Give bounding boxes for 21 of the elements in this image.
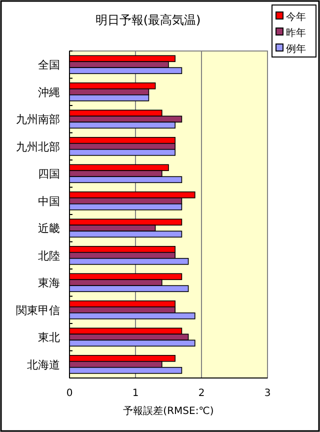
legend-label: 昨年 <box>286 27 306 39</box>
y-tick-label: 沖縄 <box>38 86 60 99</box>
y-tick-label: 四国 <box>38 168 60 181</box>
x-tick-label: 1 <box>132 388 139 399</box>
legend-label: 今年 <box>286 11 306 23</box>
y-tick-label: 東北 <box>38 331 60 344</box>
y-tick-label: 全国 <box>38 58 60 72</box>
x-axis-title: 予報誤差(RMSE:℃) <box>123 405 214 417</box>
x-tick-label: 0 <box>66 388 73 399</box>
y-tick-label: 北海道 <box>27 358 60 372</box>
y-tick-label: 九州北部 <box>16 140 60 154</box>
chart-title: 明日予報(最高気温) <box>95 13 201 27</box>
y-tick-label: 中国 <box>38 194 60 208</box>
y-tick-label: 北陸 <box>38 249 60 262</box>
x-tick-label: 3 <box>264 388 271 399</box>
x-tick-label: 2 <box>198 388 205 399</box>
legend-label: 例年 <box>286 43 306 55</box>
y-tick-label: 近畿 <box>38 222 60 236</box>
y-tick-label: 九州南部 <box>16 113 60 126</box>
y-tick-label: 東海 <box>38 276 60 290</box>
y-tick-label: 関東甲信 <box>16 304 60 317</box>
